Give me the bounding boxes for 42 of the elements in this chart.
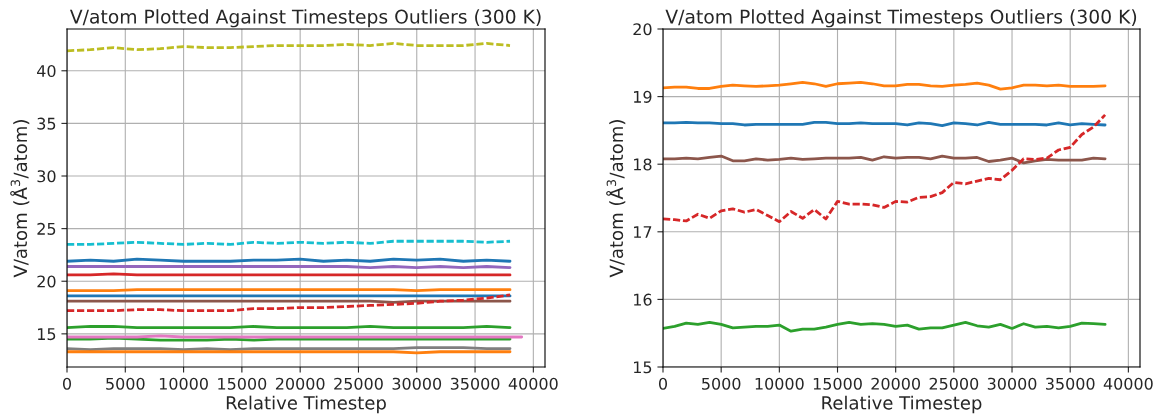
y-tick-label: 15: [634, 361, 652, 374]
x-tick-label: 30000: [987, 377, 1037, 390]
x-tick-label: 35000: [450, 377, 500, 390]
x-tick-label: 25000: [929, 377, 979, 390]
y-tick-label: 15: [38, 328, 56, 341]
line-series: [663, 113, 1107, 224]
x-tick-label: 10000: [159, 377, 208, 390]
x-tick-label: 0: [658, 377, 668, 390]
line-series: [663, 154, 1107, 165]
line-series: [663, 320, 1107, 333]
y-tick-label: 20: [633, 23, 652, 36]
y-tick-label: 16: [634, 293, 652, 306]
x-tick-label: 40000: [508, 377, 558, 390]
y-tick-label: 19: [634, 90, 652, 103]
x-tick-label: 15000: [218, 377, 267, 390]
chart-title: V/atom Plotted Against Timesteps Outliers (300 K): [69, 9, 541, 28]
chart-title: V/atom Plotted Against Timesteps Outliers (300 K): [665, 9, 1137, 28]
y-tick-label: 17: [634, 226, 652, 238]
line-series: [663, 81, 1107, 91]
y-tick-label: 18: [634, 158, 652, 171]
x-tick-label: 15000: [813, 377, 862, 390]
x-tick-label: 25000: [334, 377, 383, 390]
y-tick-label: 40: [37, 64, 56, 78]
y-tick-label: 20: [37, 275, 56, 288]
line-series: [67, 293, 512, 313]
x-tick-label: 10000: [755, 377, 804, 390]
x-tick-label: 40000: [1103, 377, 1153, 390]
line-series: [67, 42, 512, 53]
y-tick-label: 25: [37, 222, 56, 235]
x-tick-label: 5000: [702, 377, 741, 390]
x-axis-title: Relative Timestep: [822, 395, 982, 414]
y-tick-label: 35: [37, 117, 56, 130]
x-tick-label: 5000: [106, 377, 145, 390]
x-tick-label: 20000: [871, 377, 921, 390]
x-tick-label: 0: [62, 377, 72, 390]
y-axis-title: V/atom (Å$^{3}$/atom): [606, 120, 626, 278]
x-axis-title: Relative Timestep: [226, 395, 386, 414]
x-tick-label: 20000: [275, 377, 325, 390]
y-axis-title: V/atom (Å$^{3}$/atom): [10, 120, 30, 278]
x-tick-label: 30000: [392, 377, 442, 390]
y-tick-label: 30: [37, 170, 56, 183]
x-tick-label: 35000: [1046, 377, 1095, 390]
